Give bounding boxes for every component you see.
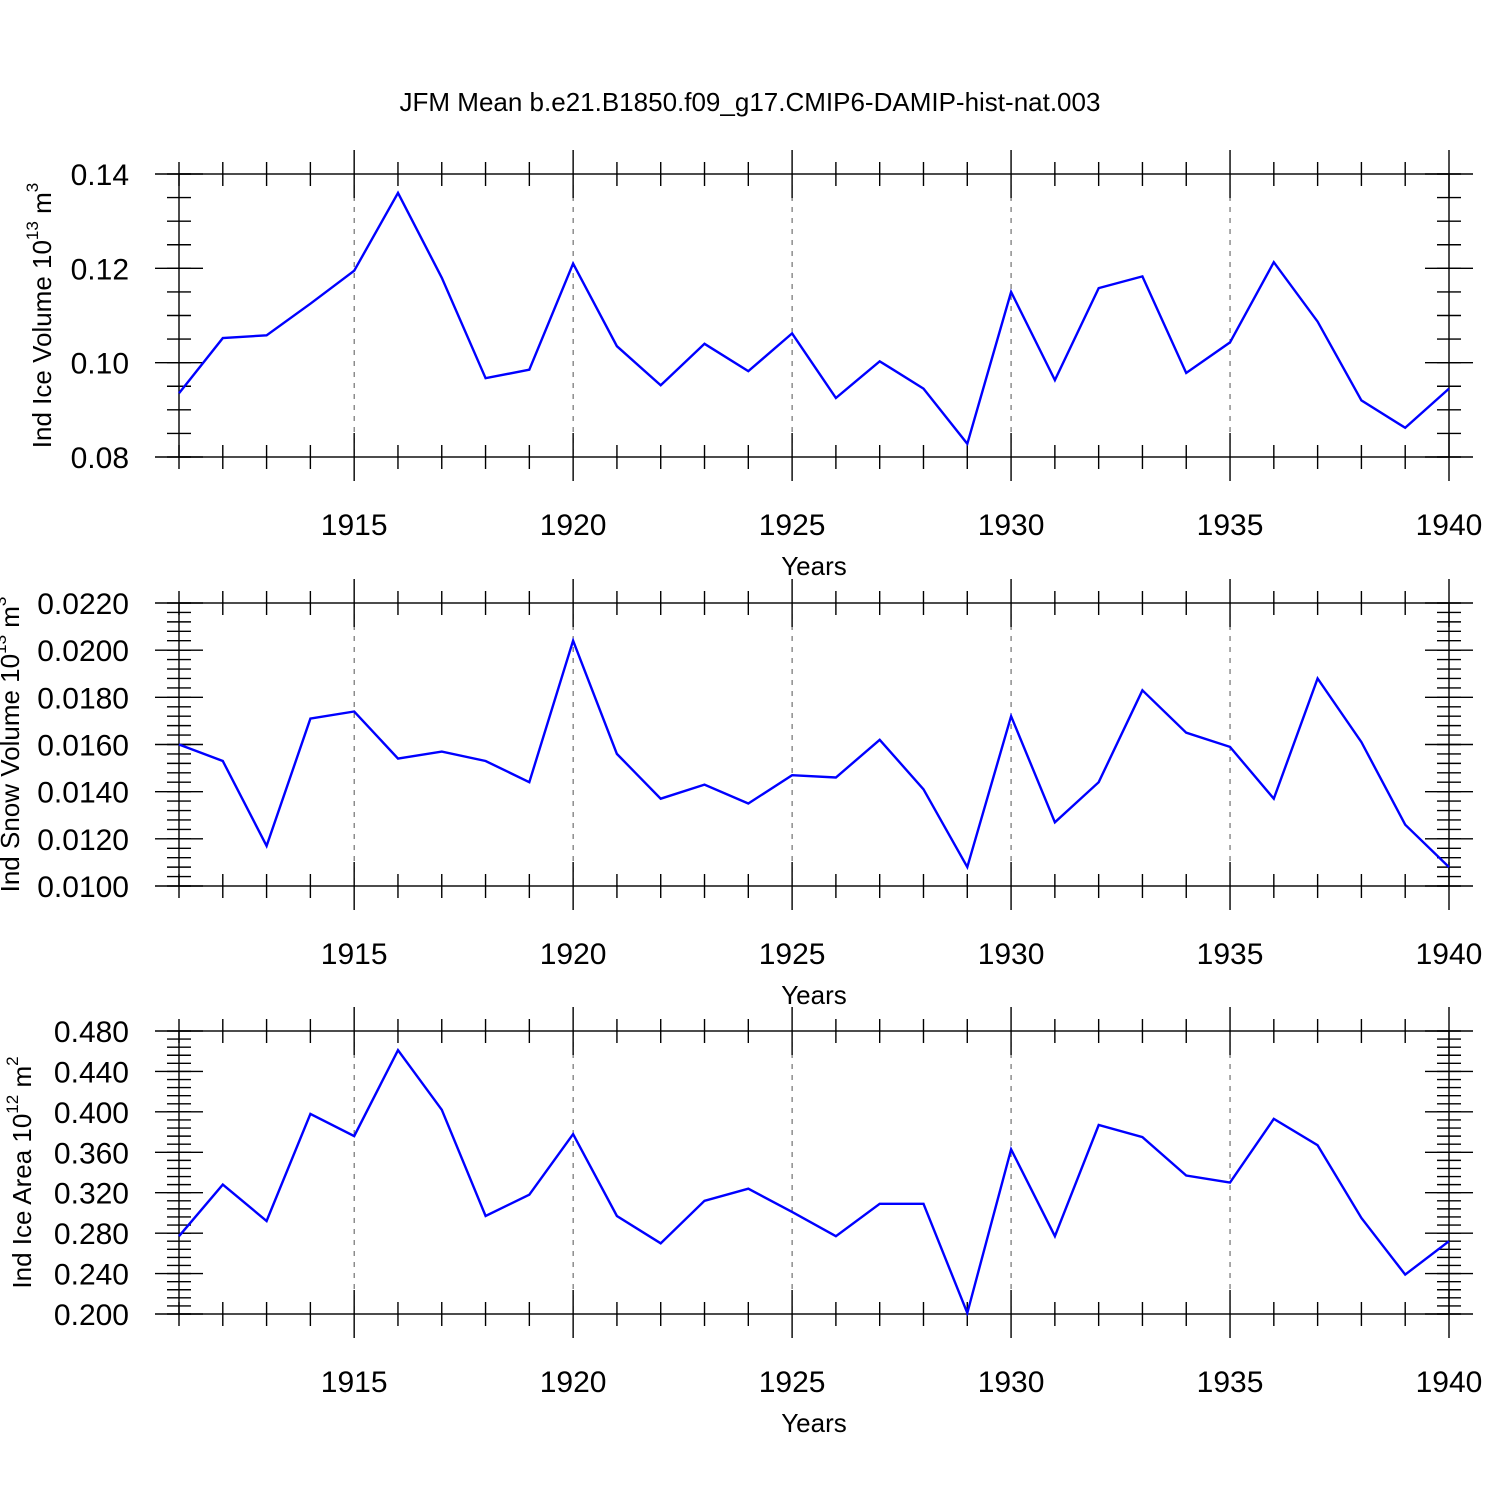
series-line bbox=[178, 1047, 1450, 1317]
x-tick-label: 1925 bbox=[759, 938, 826, 971]
x-tick-label: 1925 bbox=[759, 509, 826, 542]
x-axis-title: Years bbox=[781, 1408, 847, 1438]
y-tick-label: 0.0220 bbox=[37, 588, 129, 621]
x-tick-label: 1935 bbox=[1197, 509, 1264, 542]
y-tick-label: 0.0140 bbox=[37, 777, 129, 810]
y-tick-label: 0.0200 bbox=[37, 635, 129, 668]
x-tick-label: 1930 bbox=[978, 509, 1045, 542]
x-tick-label: 1940 bbox=[1416, 938, 1483, 971]
series-line bbox=[178, 637, 1450, 871]
x-tick-label: 1920 bbox=[540, 509, 607, 542]
y-tick-label: 0.440 bbox=[54, 1056, 129, 1089]
x-tick-label: 1935 bbox=[1197, 1366, 1264, 1399]
y-tick-label: 0.320 bbox=[54, 1178, 129, 1211]
y-tick-label: 0.14 bbox=[71, 159, 129, 192]
y-axis-title: Ind Ice Area 1012 m2 bbox=[3, 1056, 38, 1288]
plot-frame bbox=[178, 1030, 1450, 1315]
y-tick-label: 0.240 bbox=[54, 1259, 129, 1292]
y-tick-label: 0.12 bbox=[71, 253, 129, 286]
x-tick-label: 1920 bbox=[540, 938, 607, 971]
y-tick-label: 0.10 bbox=[71, 348, 129, 381]
x-tick-label: 1930 bbox=[978, 938, 1045, 971]
plot-frame bbox=[178, 602, 1450, 887]
ice-volume-panel: 0.08 0.10 0.12 0.14 1915 1920 1925 1930 1935 1940… bbox=[23, 150, 1483, 581]
x-tick-label: 1940 bbox=[1416, 1366, 1483, 1399]
y-tick-label: 0.0160 bbox=[37, 730, 129, 763]
x-tick-label: 1915 bbox=[321, 509, 388, 542]
series-line bbox=[178, 190, 1450, 447]
y-tick-label: 0.0100 bbox=[37, 871, 129, 904]
y-tick-label: 0.0180 bbox=[37, 682, 129, 715]
y-tick-label: 0.200 bbox=[54, 1299, 129, 1332]
y-tick-label: 0.08 bbox=[71, 442, 129, 475]
y-axis-title: Ind Snow Volume 1013 m3 bbox=[0, 597, 25, 893]
x-tick-label: 1925 bbox=[759, 1366, 826, 1399]
x-tick-label: 1915 bbox=[321, 1366, 388, 1399]
x-axis-title: Years bbox=[781, 551, 847, 581]
x-tick-label: 1915 bbox=[321, 938, 388, 971]
x-axis-title: Years bbox=[781, 980, 847, 1010]
y-axis-title: Ind Ice Volume 1013 m3 bbox=[23, 183, 58, 448]
ice-area-panel: 0.200 0.240 0.280 0.320 0.360 0.400 0.440 0.480… bbox=[3, 1007, 1483, 1438]
y-tick-label: 0.400 bbox=[54, 1097, 129, 1130]
x-tick-label: 1935 bbox=[1197, 938, 1264, 971]
plot-frame bbox=[178, 173, 1450, 458]
y-tick-label: 0.360 bbox=[54, 1137, 129, 1170]
x-tick-label: 1920 bbox=[540, 1366, 607, 1399]
y-tick-label: 0.280 bbox=[54, 1218, 129, 1251]
y-tick-label: 0.0120 bbox=[37, 824, 129, 857]
chart-title: JFM Mean b.e21.B1850.f09_g17.CMIP6-DAMIP… bbox=[400, 87, 1101, 117]
snow-volume-panel: 0.0100 0.0120 0.0140 0.0160 0.0180 0.0200 0.02… bbox=[0, 579, 1482, 1010]
x-tick-label: 1940 bbox=[1416, 509, 1483, 542]
y-tick-label: 0.480 bbox=[54, 1016, 129, 1049]
x-tick-label: 1930 bbox=[978, 1366, 1045, 1399]
